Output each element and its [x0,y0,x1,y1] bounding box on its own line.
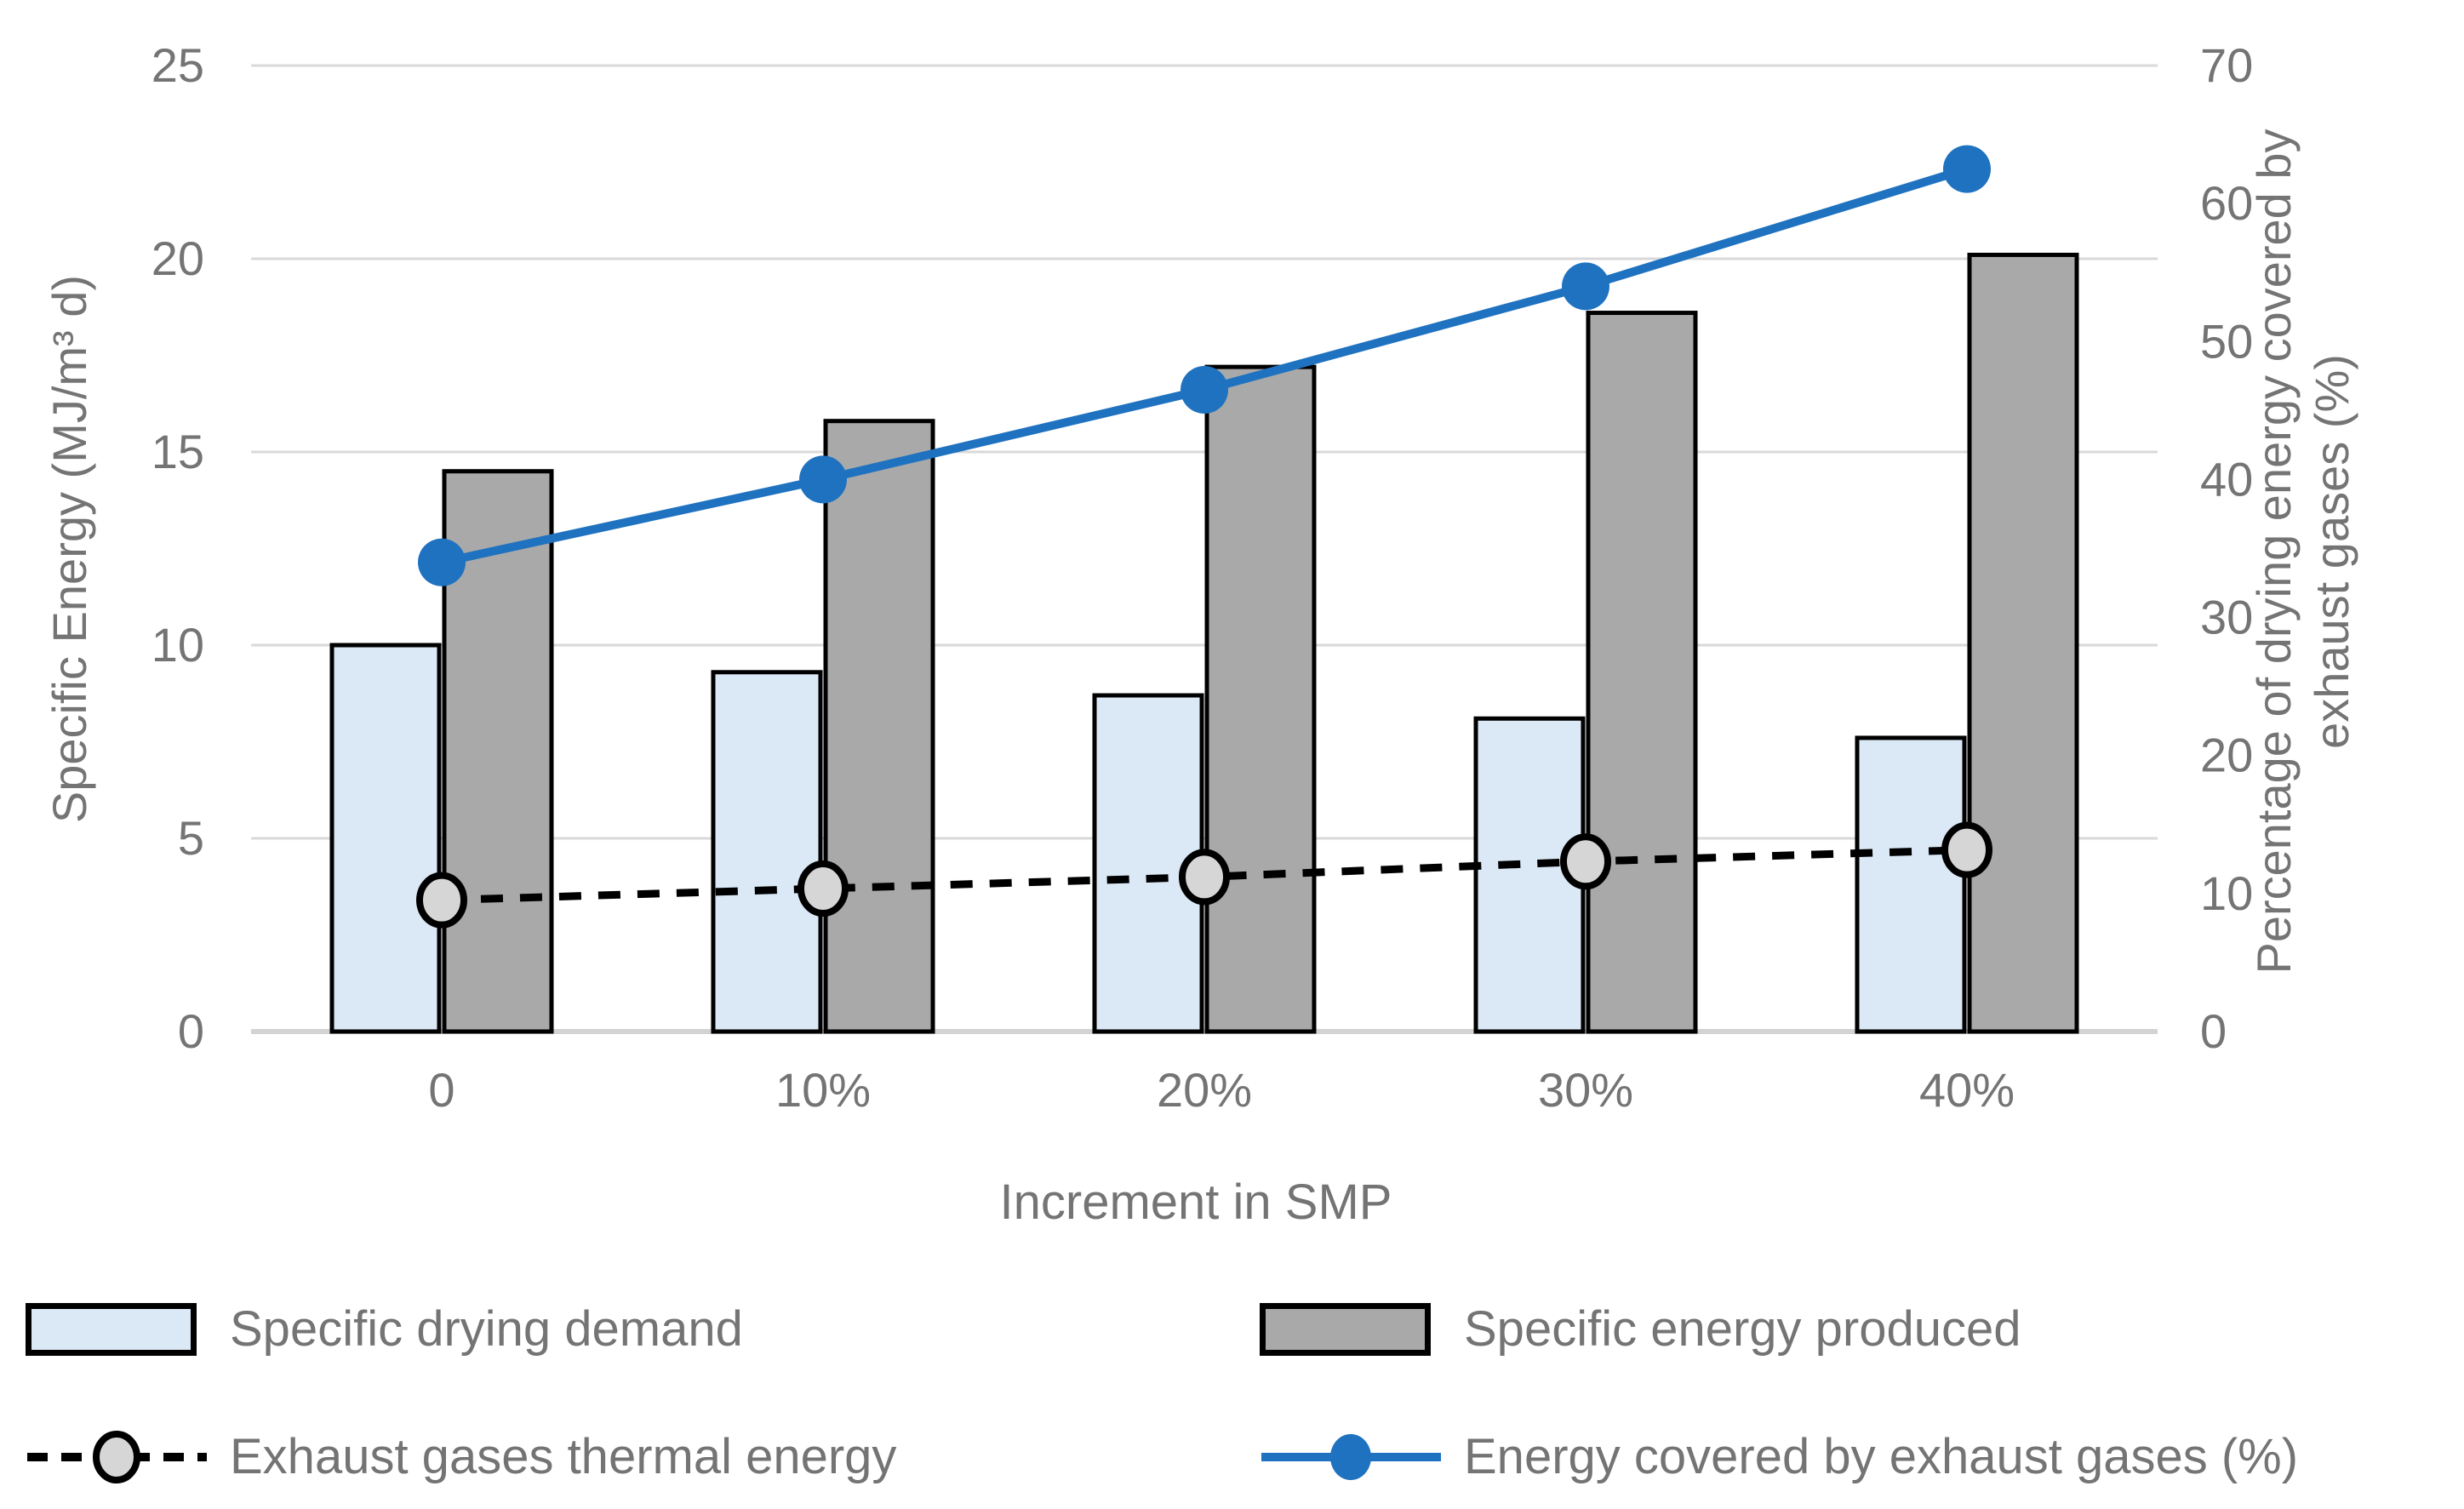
blue-line-swatch-icon-marker [1330,1434,1371,1480]
x-tick-label-40: 40% [1919,1063,2015,1117]
legend-item-specific-energy-produced: Specific energy produced [1260,1297,2021,1362]
specific-energy-produced-bar-10 [823,419,935,1034]
legend-item-energy-covered-by-exhaust-gases: Energy covered by exhaust gases (%) [1260,1425,2298,1489]
y-right-tick-label-70: 70 [2200,38,2253,92]
right-axis-title-line2: exhaust gases (%) [2305,354,2358,749]
bar-swatch-icon [26,1303,197,1356]
y-right-tick-label-50: 50 [2200,314,2253,368]
specific-drying-demand-bar-0 [329,643,442,1034]
dashed-line-swatch-icon [27,1431,207,1483]
right-axis-title-line1: Percentage of drying energy covered by [2247,129,2301,975]
y-left-tick-label-20: 20 [151,231,204,285]
x-tick-label-30: 30% [1538,1063,1633,1117]
left-axis-title: Specific Energy (MJ/m³ d) [43,274,96,824]
bar-swatch-icon [1260,1303,1431,1356]
legend-swatch-dashed-line [26,1425,209,1489]
specific-energy-produced-bar-20 [1204,364,1317,1034]
legend-item-specific-drying-demand: Specific drying demand [26,1297,743,1362]
legend-swatch-specific-drying-demand [26,1297,209,1362]
energy-covered-by-exhaust-gases-line [440,164,1969,567]
x-tick-label-0: 0 [428,1063,454,1117]
blue-line-swatch-icon [1261,1434,1441,1480]
dashed-line-swatch-icon-marker [93,1431,140,1483]
x-axis-title: Increment in SMP [999,1175,1392,1230]
energy-covered-by-exhaust-gases-marker-40 [1943,145,1991,193]
legend-swatch-blue-line [1260,1425,1443,1489]
energy-covered-by-exhaust-gases-marker-20 [1181,366,1228,414]
y-right-tick-label-60: 60 [2200,176,2253,230]
energy-covered-by-exhaust-gases-marker-10 [799,455,847,504]
y-right-tick-label-0: 0 [2200,1004,2227,1058]
y-left-tick-label-0: 0 [178,1004,204,1058]
x-tick-label-20: 20% [1157,1063,1252,1117]
x-tick-label-10: 10% [775,1063,871,1117]
energy-covered-by-exhaust-gases-marker-0 [418,538,466,586]
right-axis-title: Percentage of drying energy covered by e… [2245,41,2361,1062]
specific-energy-produced-bar-30 [1586,311,1698,1034]
y-right-tick-label-30: 30 [2200,591,2253,644]
legend-label-specific-energy-produced: Specific energy produced [1464,1301,2021,1357]
y-right-tick-label-40: 40 [2200,452,2253,506]
specific-energy-produced-bar-40 [1967,252,2079,1034]
exhaust-gases-thermal-energy-marker-0 [416,872,467,929]
y-left-tick-label-5: 5 [178,811,204,865]
y-right-tick-label-10: 10 [2200,866,2253,920]
exhaust-gases-thermal-energy-marker-30 [1560,833,1611,890]
energy-covered-by-exhaust-gases-marker-30 [1562,262,1609,311]
legend-label-exhaust-gases-thermal-energy: Exhaust gases thermal energy [230,1429,897,1484]
legend-label-specific-drying-demand: Specific drying demand [230,1301,743,1357]
specific-drying-demand-bar-40 [1855,735,1967,1034]
specific-drying-demand-bar-10 [711,670,823,1034]
y-left-tick-label-15: 15 [151,425,204,478]
y-right-tick-label-20: 20 [2200,729,2253,782]
legend-label-energy-covered-by-exhaust-gases: Energy covered by exhaust gases (%) [1464,1429,2299,1484]
y-left-tick-label-10: 10 [151,618,204,672]
legend-item-exhaust-gases-thermal-energy: Exhaust gases thermal energy [26,1425,896,1489]
y-left-tick-label-25: 25 [151,38,204,92]
exhaust-gases-thermal-energy-marker-10 [798,860,849,917]
exhaust-gases-thermal-energy-marker-40 [1941,821,1992,878]
exhaust-gases-thermal-energy-marker-20 [1179,849,1230,906]
legend-swatch-specific-energy-produced [1260,1297,1443,1362]
